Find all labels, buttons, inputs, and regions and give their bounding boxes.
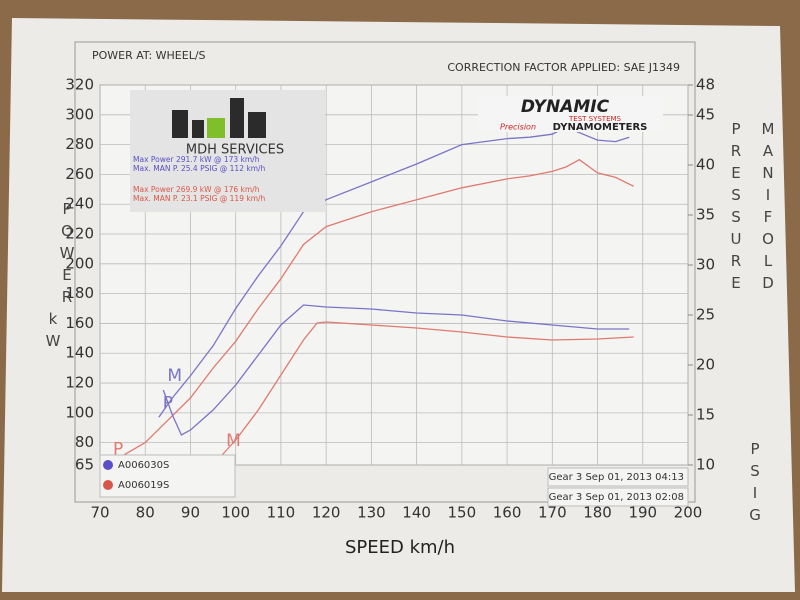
y-tick-label: 200 [65,254,94,272]
x-tick-label: 120 [312,504,341,522]
y-tick-label: 65 [75,456,94,474]
x-tick-label: 70 [90,504,109,522]
x-tick-label: 190 [628,504,657,522]
info-line: Max. MAN P. 23.1 PSIG @ 119 km/h [133,194,266,203]
x-tick-label: 80 [136,504,155,522]
y-axis-unit: kW [44,310,62,354]
x-tick-label: 200 [674,504,703,522]
y2-tick-label: 45 [696,106,715,124]
info-line: Max Power 291.7 kW @ 173 km/h [133,155,260,164]
y-tick-label: 240 [65,195,94,213]
legend-swatch [103,460,113,470]
footer-box [547,487,689,507]
y2-axis-label: MANIFOLD PRESSURE [727,120,777,296]
logo-sub: TEST SYSTEMS [568,115,622,123]
y-tick-label: 160 [65,314,94,332]
legend-label: A006030S [118,460,169,471]
info-line: Max. MAN P. 25.4 PSIG @ 112 km/h [133,164,266,173]
y2-tick-label: 15 [696,406,715,424]
chart-title: POWER AT: WHEEL/S [92,49,206,62]
footer-box [547,467,689,487]
logo-block [192,120,204,138]
y-axis-label: POWER [58,200,76,310]
y2-axis-unit: PSIG [746,440,764,528]
x-tick-label: 160 [493,504,522,522]
x-tick-label: 110 [267,504,296,522]
logo-block [248,112,266,138]
y-tick-label: 140 [65,344,94,362]
y-tick-label: 320 [65,76,94,94]
y2-tick-label: 35 [696,206,715,224]
x-tick-label: 180 [583,504,612,522]
x-axis-label: SPEED km/h [345,537,455,558]
x-tick-label: 90 [181,504,200,522]
footer-text: Gear 3 Sep 01, 2013 04:13 [549,472,684,483]
x-tick-label: 140 [402,504,431,522]
series-line [108,158,634,465]
legend-label: A006019S [118,480,169,491]
y-tick-label: 300 [65,105,94,123]
y2-tick-label: 25 [696,306,715,324]
footer-text: Gear 3 Sep 01, 2013 02:08 [549,492,684,503]
y-tick-label: 80 [75,433,94,451]
logo-block [172,110,188,138]
x-tick-label: 130 [357,504,386,522]
y-tick-label: 100 [65,403,94,421]
series-label: M [167,366,182,386]
series-line [221,321,634,456]
logo-tag: Precision [500,123,536,132]
logo-brand: DYNAMIC [521,97,610,117]
y2-tick-label: 48 [696,76,715,94]
chart-subtitle: CORRECTION FACTOR APPLIED: SAE J1349 [447,61,680,74]
x-tick-label: 170 [538,504,567,522]
y-tick-label: 280 [65,135,94,153]
info-box [130,90,325,212]
y-tick-label: 260 [65,165,94,183]
frame [74,41,696,503]
y-tick-label: 220 [65,225,94,243]
x-tick-label: 100 [221,504,250,522]
series-line [162,304,630,436]
y2-tick-label: 20 [696,356,715,374]
y2-tick-label: 40 [696,156,715,174]
logo-block [230,98,244,138]
y2-tick-label: 10 [696,456,715,474]
series-label: P [113,440,123,460]
logo-box [478,96,663,132]
logo-block [207,118,225,138]
legend-swatch [103,480,113,490]
logo-product: DYNAMOMETERS [553,122,648,133]
y-tick-label: 180 [65,284,94,302]
series-label: M [226,431,241,451]
logo-text: MDH SERVICES [186,143,284,158]
x-tick-label: 150 [448,504,477,522]
info-line: Max Power 269.9 kW @ 176 km/h [133,185,260,194]
legend-box [99,454,236,498]
y-tick-label: 120 [65,374,94,392]
y2-tick-label: 30 [696,256,715,274]
